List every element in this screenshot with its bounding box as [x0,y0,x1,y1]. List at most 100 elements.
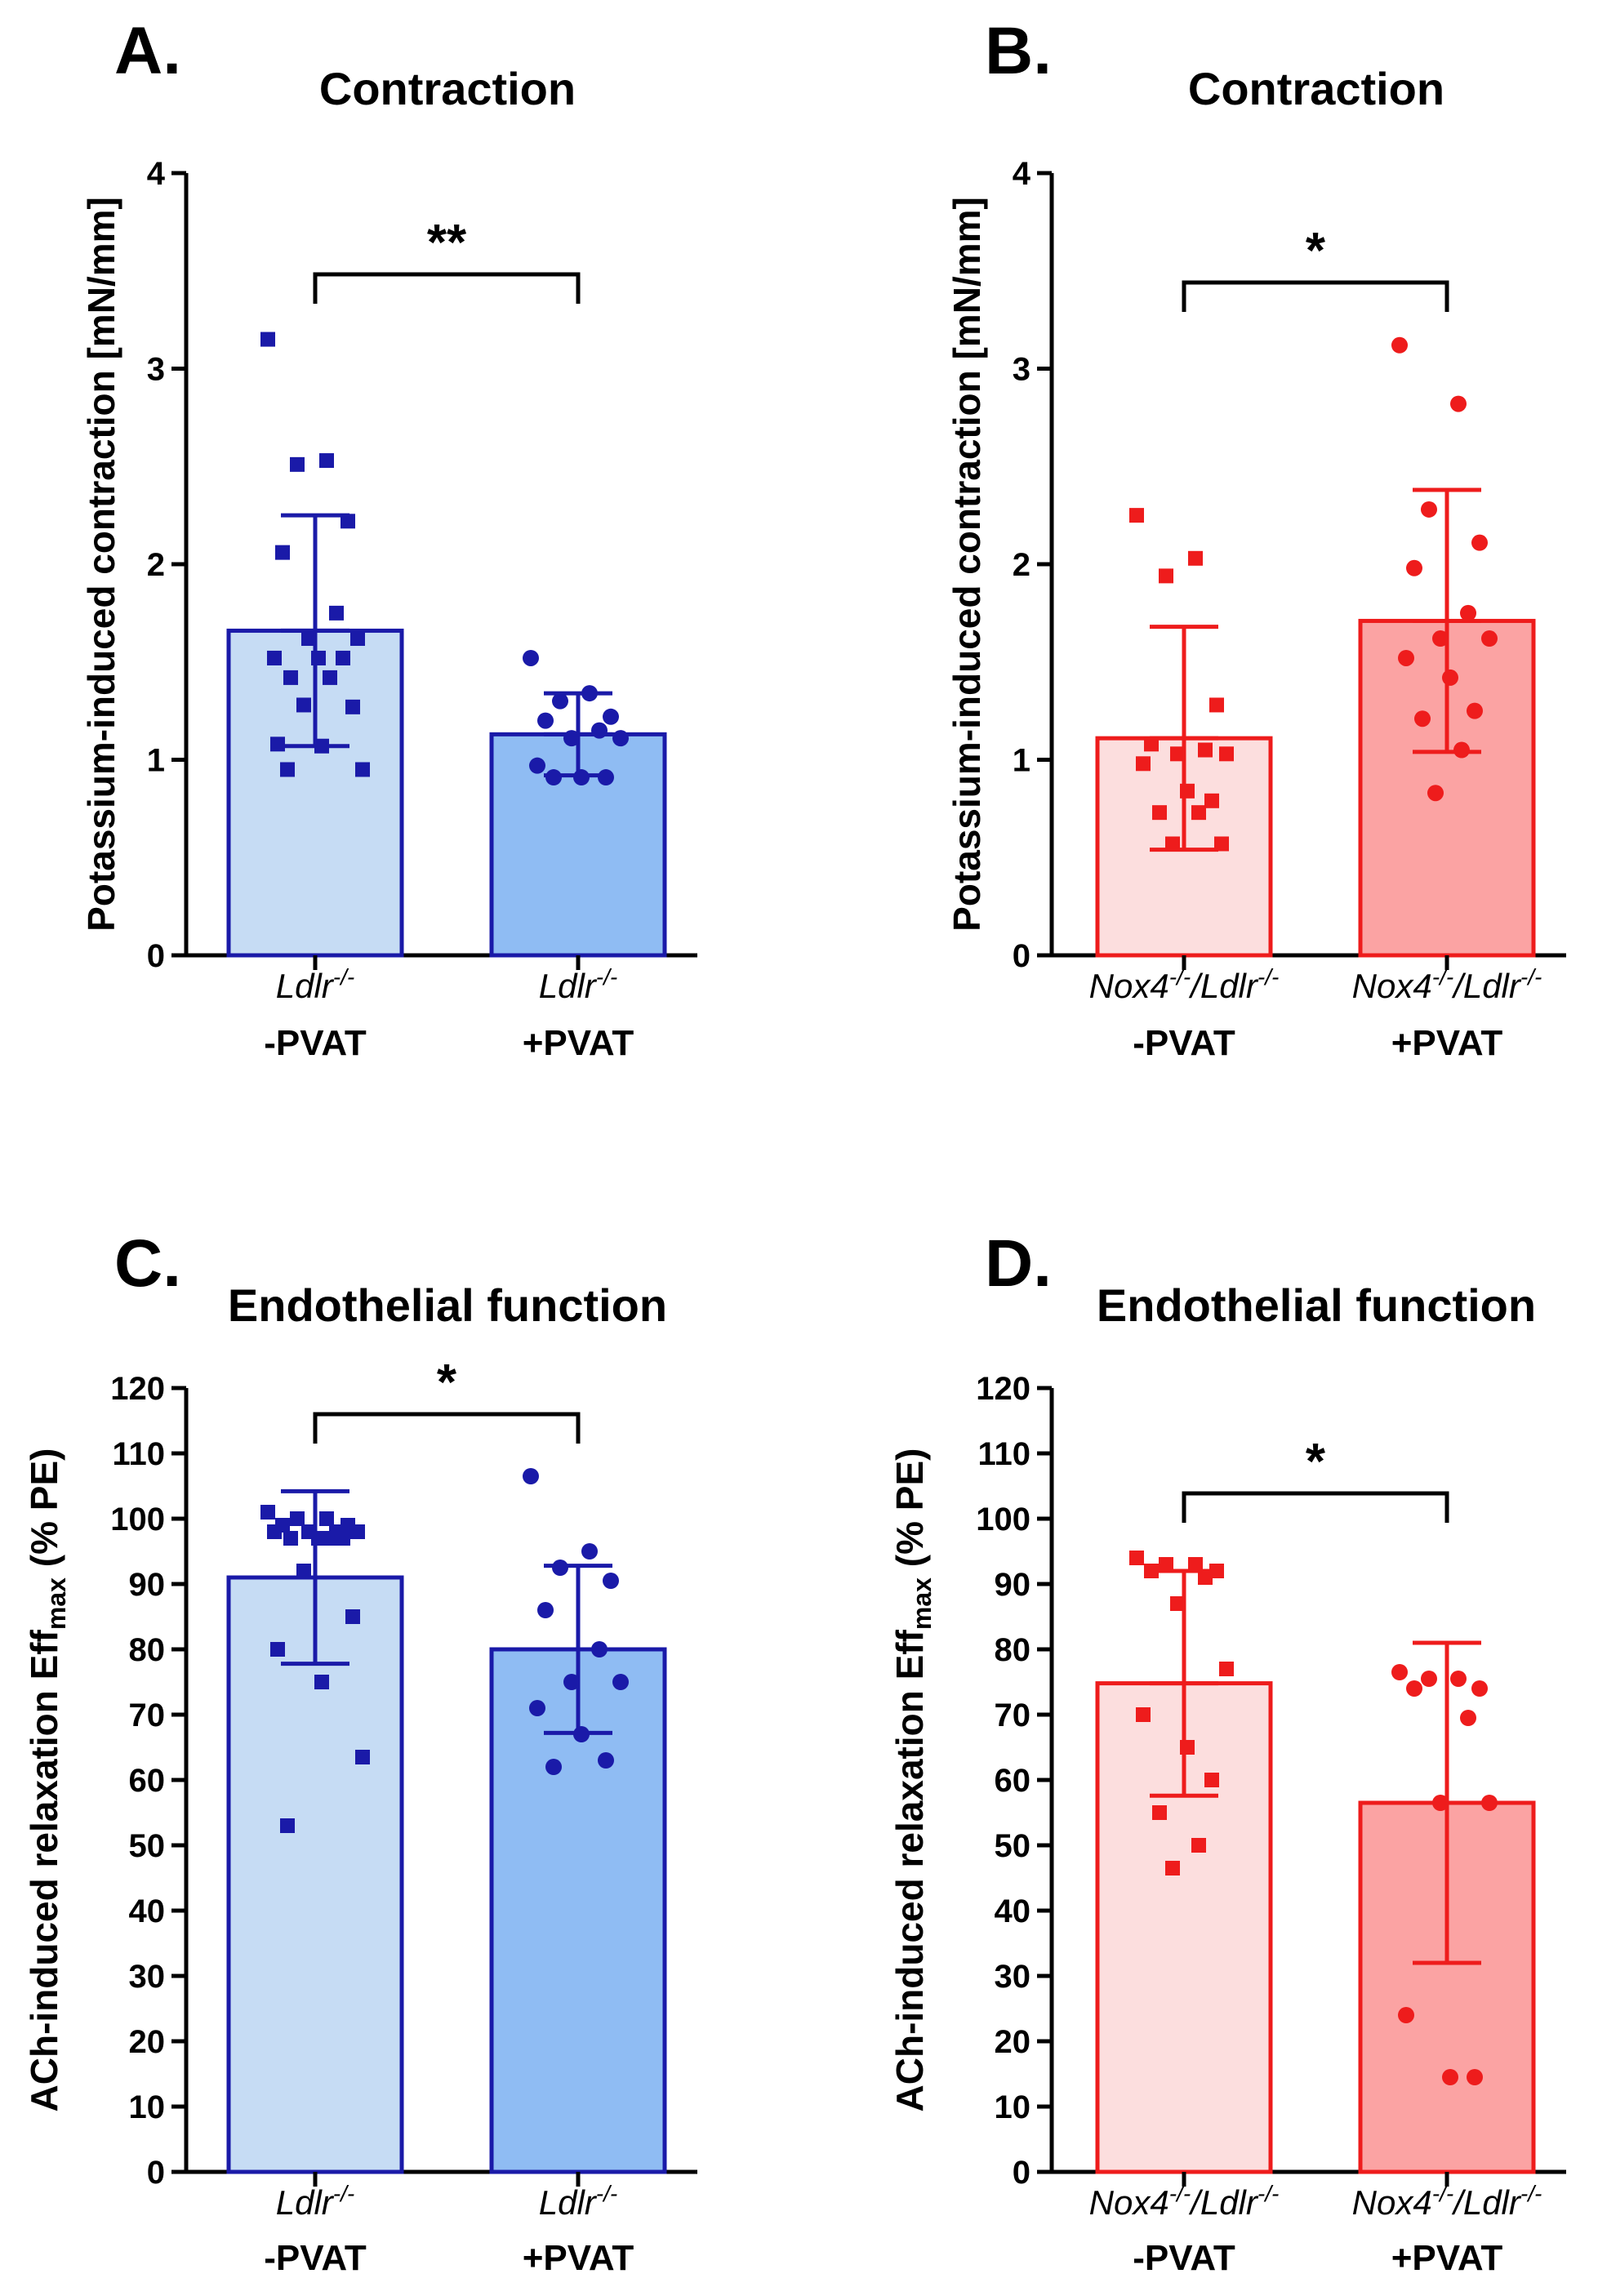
data-point [552,692,568,710]
y-tick-label: 1 [147,743,165,779]
data-point [1144,1564,1159,1578]
data-point [523,1468,539,1484]
y-tick-label: 3 [1013,352,1030,388]
bar [226,1575,404,2174]
plot-area: Contraction Potassium-induced contraction… [80,63,697,1063]
data-point [1450,1671,1467,1687]
data-point [573,769,590,786]
data-point [591,1641,608,1657]
data-point [1198,742,1213,758]
y-tick-label: 70 [129,1698,166,1733]
data-point [1453,741,1470,759]
data-point [314,738,329,754]
x-category-label: Ldlr-/- [539,964,617,1005]
y-tick-label: 2 [147,547,165,583]
y-tick-label: 3 [147,352,165,388]
category-name: Nox4 [1089,2183,1169,2222]
plot-area: Endothelial function ACh-induced relaxati… [888,1279,1566,2278]
category-superscript: -/- [1520,964,1542,990]
data-point [1432,1795,1449,1811]
data-point [1432,630,1449,647]
category-name: Ldlr [539,967,598,1005]
data-point [350,1524,365,1539]
data-point [1214,836,1229,852]
data-point [280,762,295,777]
data-point [529,757,545,774]
data-point [355,1750,370,1764]
data-point [336,1531,350,1546]
y-tick-label: 40 [129,1893,166,1929]
data-point [1471,534,1488,551]
data-point [1209,697,1224,713]
y-axis-label-suffix: (% PE) [23,1448,65,1577]
data-point [283,670,298,685]
category-suffix: /Ldlr [1451,967,1522,1005]
data-point [552,1560,568,1576]
category-superscript: -/- [1257,2181,1279,2206]
data-point [545,1759,562,1775]
chart-title: Endothelial function [1097,1279,1536,1331]
category-superscript: -/- [333,2181,354,2206]
y-tick-label: 100 [110,1502,165,1537]
data-point [1129,1551,1144,1565]
data-point [323,670,337,685]
data-point [1165,836,1180,852]
data-point [1170,1596,1185,1611]
y-tick-label: 120 [976,1371,1030,1407]
y-tick-label: 10 [129,2089,166,2125]
data-point [311,650,326,665]
category-superscript: -/- [1432,2181,1453,2206]
data-point [260,1505,275,1520]
x-category-condition: +PVAT [1391,1023,1503,1063]
data-point [1450,395,1467,412]
category-superscript: -/- [1169,964,1191,990]
significance-bracket [1182,280,1449,312]
category-superscript: -/- [1257,964,1279,990]
data-point [1204,1773,1219,1787]
data-point [329,605,344,621]
y-axis-label-text: ACh-induced relaxation Eff [888,1629,931,2111]
data-point [581,1543,598,1560]
x-category-condition: +PVAT [523,1023,634,1063]
panel-a: A. Contraction Potassium-induced contract… [80,14,697,1063]
y-tick-label: 2 [1013,547,1030,583]
data-point [311,1531,326,1546]
category-name: Ldlr [276,2183,335,2222]
data-point [267,650,282,665]
data-point [1219,746,1234,762]
category-suffix: /Ldlr [1188,967,1259,1005]
y-axis-label-suffix: (% PE) [888,1448,931,1577]
panel-d: D. Endothelial function ACh-induced relax… [888,1226,1566,2278]
data-point [1152,1805,1167,1820]
x-category-label: Ldlr-/- [276,2181,354,2222]
panel-letter: A. [114,14,181,88]
data-point [323,1531,337,1546]
data-point [275,545,290,560]
significance-label: * [1306,223,1326,279]
data-point [341,514,355,529]
x-category-condition: -PVAT [264,2238,367,2278]
y-axis-label: Potassium-induced contraction [mN/mm] [80,197,122,932]
data-point [1198,1570,1213,1585]
data-point [1406,1680,1422,1697]
y-tick-label: 20 [129,2024,166,2060]
data-point [1144,736,1159,752]
category-superscript: -/- [1169,2181,1191,2206]
y-axis-label-text: Potassium-induced contraction [mN/mm] [946,197,988,932]
data-point [1129,508,1144,523]
data-point [1165,1861,1180,1876]
y-axis-label: ACh-induced relaxation Effmax (% PE) [23,1448,71,2112]
y-tick-label: 4 [147,156,166,192]
data-point [319,1511,334,1526]
y-tick-label: 110 [977,1436,1030,1472]
data-point [598,769,614,786]
y-axis-label-text: ACh-induced relaxation Eff [23,1629,65,2111]
y-axis-label-subscript: max [907,1577,937,1630]
y-tick-label: 30 [995,1959,1031,1995]
y-tick-label: 60 [129,1763,166,1799]
data-point [1471,1680,1488,1697]
y-tick-label: 0 [1013,2155,1030,2191]
data-point [1414,710,1431,728]
data-point [1391,336,1408,354]
data-point [350,631,365,647]
